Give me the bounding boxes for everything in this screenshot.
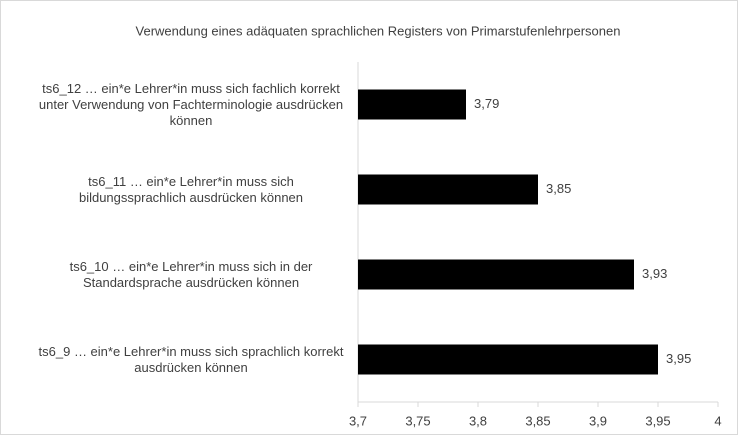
data-label: 3,93	[642, 266, 667, 281]
bar	[358, 89, 466, 120]
bar	[358, 344, 658, 375]
x-tick-label: 4	[714, 413, 721, 428]
bar	[358, 259, 634, 290]
data-label: 3,95	[666, 351, 691, 366]
chart-title: Verwendung eines adäquaten sprachlichen …	[136, 23, 621, 38]
x-tick-label: 3,8	[469, 413, 487, 428]
x-tick-label: 3,9	[589, 413, 607, 428]
y-tick-label: ts6_12 … ein*e Lehrer*in muss sich fachl…	[38, 80, 344, 128]
data-label: 3,79	[474, 96, 499, 111]
x-tick-label: 3,95	[645, 413, 670, 428]
y-tick-label: ts6_11 … ein*e Lehrer*in muss sich bildu…	[78, 173, 304, 205]
x-tick-label: 3,85	[525, 413, 550, 428]
data-label: 3,85	[546, 181, 571, 196]
x-tick-label: 3,7	[349, 413, 367, 428]
bar	[358, 174, 538, 205]
x-tick-label: 3,75	[405, 413, 430, 428]
y-tick-label: ts6_10 … ein*e Lehrer*in muss sich in de…	[69, 258, 313, 290]
y-tick-label: ts6_9 … ein*e Lehrer*in muss sich sprach…	[38, 343, 344, 375]
